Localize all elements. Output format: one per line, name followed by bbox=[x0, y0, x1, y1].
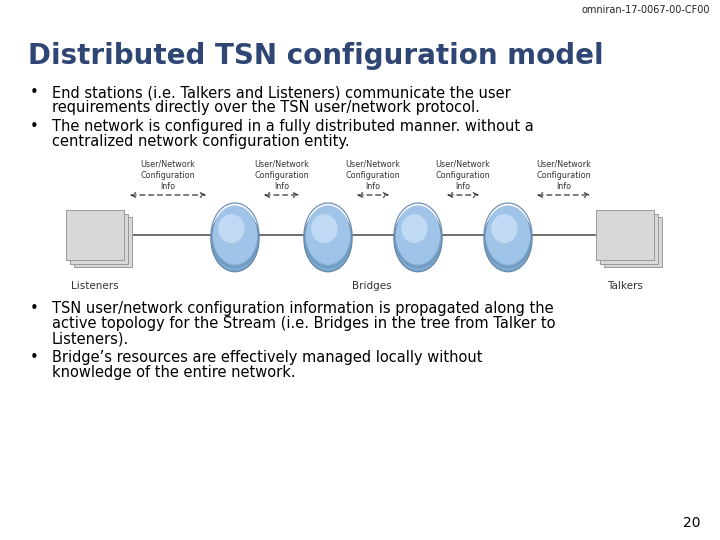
Text: The network is configured in a fully distributed manner. without a: The network is configured in a fully dis… bbox=[52, 119, 534, 134]
Text: Bridge’s resources are effectively managed locally without: Bridge’s resources are effectively manag… bbox=[52, 350, 482, 365]
Text: •: • bbox=[30, 301, 39, 316]
Ellipse shape bbox=[484, 208, 532, 272]
Text: •: • bbox=[30, 350, 39, 365]
Ellipse shape bbox=[213, 205, 257, 265]
Text: active topology for the Stream (i.e. Bridges in the tree from Talker to: active topology for the Stream (i.e. Bri… bbox=[52, 316, 556, 331]
Ellipse shape bbox=[211, 208, 259, 272]
Text: User/Network
Configuration
Info: User/Network Configuration Info bbox=[254, 160, 309, 191]
Text: Talkers: Talkers bbox=[607, 281, 643, 291]
Text: omniran-17-0067-00-CF00: omniran-17-0067-00-CF00 bbox=[582, 5, 710, 15]
Text: End stations (i.e. Talkers and Listeners) communicate the user: End stations (i.e. Talkers and Listeners… bbox=[52, 85, 510, 100]
FancyBboxPatch shape bbox=[596, 210, 654, 260]
FancyBboxPatch shape bbox=[604, 217, 662, 267]
Ellipse shape bbox=[394, 208, 442, 272]
FancyBboxPatch shape bbox=[600, 213, 658, 264]
Text: User/Network
Configuration
Info: User/Network Configuration Info bbox=[436, 160, 490, 191]
Text: 20: 20 bbox=[683, 516, 700, 530]
Text: •: • bbox=[30, 119, 39, 134]
Text: centralized network configuration entity.: centralized network configuration entity… bbox=[52, 134, 350, 149]
Text: User/Network
Configuration
Info: User/Network Configuration Info bbox=[346, 160, 400, 191]
FancyBboxPatch shape bbox=[74, 217, 132, 267]
FancyBboxPatch shape bbox=[70, 213, 128, 264]
Text: User/Network
Configuration
Info: User/Network Configuration Info bbox=[536, 160, 591, 191]
Ellipse shape bbox=[306, 205, 350, 265]
FancyBboxPatch shape bbox=[66, 210, 124, 260]
Ellipse shape bbox=[491, 214, 518, 243]
Text: User/Network
Configuration
Info: User/Network Configuration Info bbox=[140, 160, 195, 191]
Ellipse shape bbox=[304, 208, 352, 272]
Ellipse shape bbox=[396, 205, 440, 265]
Text: •: • bbox=[30, 85, 39, 100]
Text: Listeners).: Listeners). bbox=[52, 331, 130, 346]
Text: Distributed TSN configuration model: Distributed TSN configuration model bbox=[28, 42, 603, 70]
Text: requirements directly over the TSN user/network protocol.: requirements directly over the TSN user/… bbox=[52, 100, 480, 115]
Ellipse shape bbox=[401, 214, 428, 243]
Ellipse shape bbox=[218, 214, 245, 243]
Ellipse shape bbox=[486, 205, 530, 265]
Text: knowledge of the entire network.: knowledge of the entire network. bbox=[52, 365, 296, 380]
Text: Listeners: Listeners bbox=[71, 281, 119, 291]
Ellipse shape bbox=[311, 214, 338, 243]
Text: TSN user/network configuration information is propagated along the: TSN user/network configuration informati… bbox=[52, 301, 554, 316]
Text: Bridges: Bridges bbox=[351, 281, 391, 291]
